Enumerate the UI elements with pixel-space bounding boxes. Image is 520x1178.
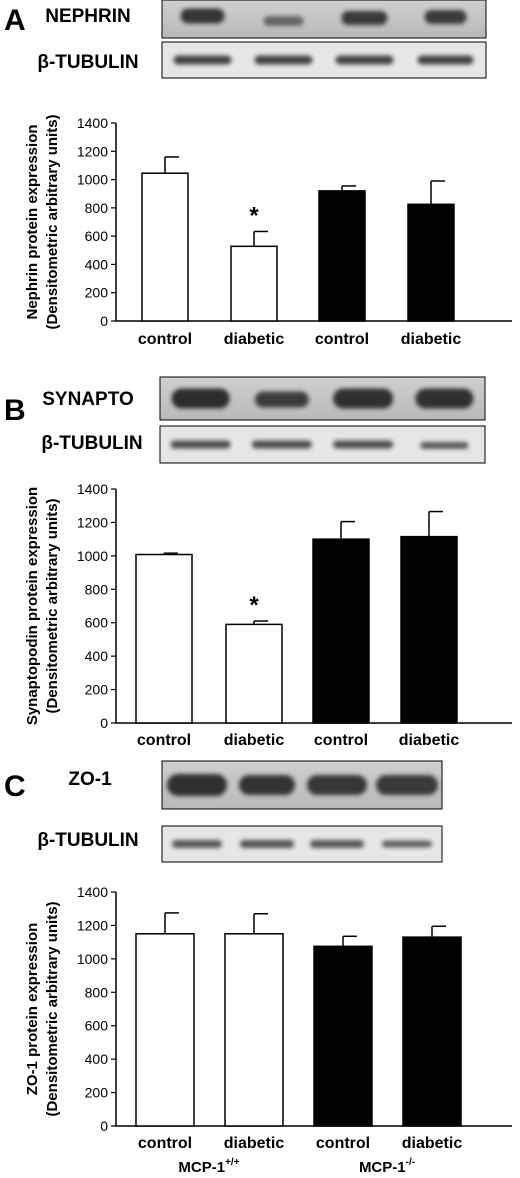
y-axis-title-c-line-1: ZO-1 protein expression bbox=[24, 923, 41, 1096]
y-tick-label-b-200: 200 bbox=[85, 682, 109, 698]
blot-band-a-2-3 bbox=[335, 55, 394, 65]
bar-c-2 bbox=[224, 933, 284, 1127]
y-tick-label-c-800: 800 bbox=[85, 984, 109, 1000]
y-tick-label-a-0: 0 bbox=[100, 313, 108, 329]
y-tick-label-c-0: 0 bbox=[100, 1118, 108, 1134]
blot-band-b-1-1 bbox=[171, 388, 230, 409]
blot-label-b-1: SYNAPTO bbox=[42, 389, 134, 410]
y-axis-title-a-line-1: Nephrin protein expression bbox=[24, 124, 41, 319]
y-tick-label-c-400: 400 bbox=[85, 1051, 109, 1067]
bar-c-3 bbox=[313, 945, 373, 1127]
blot-band-b-2-4 bbox=[420, 442, 469, 449]
blot-band-c-1-2 bbox=[239, 775, 295, 795]
blot-band-c-2-4 bbox=[382, 840, 432, 848]
bar-b-4 bbox=[400, 535, 458, 724]
blot-band-b-1-4 bbox=[415, 388, 474, 409]
panel-letter-b: B bbox=[4, 394, 26, 427]
blot-band-a-1-2 bbox=[263, 16, 304, 26]
blot-band-b-1-2 bbox=[254, 391, 309, 408]
bar-b-2 bbox=[225, 623, 283, 724]
category-label-a-2: diabetic bbox=[224, 331, 285, 348]
y-tick-label-c-200: 200 bbox=[85, 1085, 109, 1101]
blot-band-a-1-3 bbox=[341, 11, 388, 25]
y-tick-label-a-1000: 1000 bbox=[77, 172, 108, 188]
y-axis-title-b-line-1: Synaptopodin protein expression bbox=[24, 487, 41, 725]
y-tick-label-a-600: 600 bbox=[85, 228, 109, 244]
significance-mark-b-2: * bbox=[249, 592, 259, 619]
blot-band-c-1-1 bbox=[167, 774, 227, 796]
y-tick-label-c-1200: 1200 bbox=[77, 917, 108, 933]
bar-a-2 bbox=[230, 245, 278, 322]
blot-band-b-1-3 bbox=[333, 388, 394, 409]
bar-a-3 bbox=[318, 190, 366, 322]
category-label-b-4: diabetic bbox=[399, 732, 460, 749]
blot-band-c-2-2 bbox=[240, 840, 294, 848]
blot-band-c-1-4 bbox=[376, 775, 438, 795]
blot-label-a-1: NEPHRIN bbox=[45, 6, 131, 27]
blot-band-c-2-3 bbox=[310, 840, 364, 848]
y-tick-label-c-600: 600 bbox=[85, 1018, 109, 1034]
y-axis-title-a-line-2: (Densitometric arbitrary units) bbox=[44, 114, 61, 329]
blot-label-c-1: ZO-1 bbox=[68, 769, 112, 790]
y-tick-label-b-800: 800 bbox=[85, 581, 109, 597]
y-tick-label-a-400: 400 bbox=[85, 256, 109, 272]
category-label-c-2: diabetic bbox=[224, 1135, 285, 1152]
blot-band-c-2-1 bbox=[172, 840, 222, 848]
blot-band-a-1-1 bbox=[180, 8, 225, 24]
y-tick-label-b-1000: 1000 bbox=[77, 548, 108, 564]
blot-band-a-2-1 bbox=[173, 55, 232, 65]
blot-band-b-2-3 bbox=[333, 440, 394, 449]
category-label-a-3: control bbox=[315, 331, 369, 348]
category-label-c-3: control bbox=[316, 1135, 370, 1152]
blot-band-b-2-2 bbox=[251, 440, 312, 449]
genotype-label-1: MCP-1+/+ bbox=[178, 1157, 239, 1176]
y-tick-label-a-800: 800 bbox=[85, 200, 109, 216]
blot-label-a-2: β-TUBULIN bbox=[37, 52, 138, 73]
bar-b-1 bbox=[135, 553, 193, 724]
y-tick-label-b-0: 0 bbox=[100, 715, 108, 731]
bar-a-1 bbox=[141, 172, 189, 322]
y-tick-label-c-1400: 1400 bbox=[77, 884, 108, 900]
bar-c-1 bbox=[135, 933, 195, 1127]
category-label-b-3: control bbox=[314, 732, 368, 749]
significance-mark-a-2: * bbox=[249, 202, 259, 229]
blot-band-c-1-3 bbox=[307, 775, 367, 795]
category-label-a-4: diabetic bbox=[401, 331, 462, 348]
panel-letter-c: C bbox=[4, 770, 26, 803]
blot-band-a-2-4 bbox=[417, 55, 474, 65]
blot-band-a-2-2 bbox=[254, 55, 313, 65]
category-label-b-1: control bbox=[137, 732, 191, 749]
y-tick-label-a-1400: 1400 bbox=[77, 115, 108, 131]
bar-b-3 bbox=[312, 538, 370, 724]
category-label-b-2: diabetic bbox=[224, 732, 285, 749]
blot-label-b-2: β-TUBULIN bbox=[41, 433, 142, 454]
y-tick-label-b-1400: 1400 bbox=[77, 481, 108, 497]
category-label-a-1: control bbox=[138, 331, 192, 348]
panel-letter-a: A bbox=[4, 4, 26, 37]
y-tick-label-c-1000: 1000 bbox=[77, 951, 108, 967]
genotype-label-2: MCP-1-/- bbox=[359, 1157, 415, 1176]
y-axis-title-b-line-2: (Densitometric arbitrary units) bbox=[44, 498, 61, 713]
y-tick-label-b-1200: 1200 bbox=[77, 514, 108, 530]
y-tick-label-a-1200: 1200 bbox=[77, 143, 108, 159]
bar-c-4 bbox=[402, 936, 462, 1127]
bar-a-4 bbox=[407, 203, 455, 322]
y-tick-label-a-200: 200 bbox=[85, 285, 109, 301]
y-tick-label-b-600: 600 bbox=[85, 615, 109, 631]
y-axis-title-c-line-2: (Densitometric arbitrary units) bbox=[44, 901, 61, 1116]
blot-label-c-2: β-TUBULIN bbox=[37, 830, 138, 851]
blot-band-b-2-1 bbox=[170, 440, 231, 449]
category-label-c-1: control bbox=[138, 1135, 192, 1152]
category-label-c-4: diabetic bbox=[402, 1135, 463, 1152]
y-tick-label-b-400: 400 bbox=[85, 648, 109, 664]
blot-band-a-1-4 bbox=[424, 10, 467, 24]
